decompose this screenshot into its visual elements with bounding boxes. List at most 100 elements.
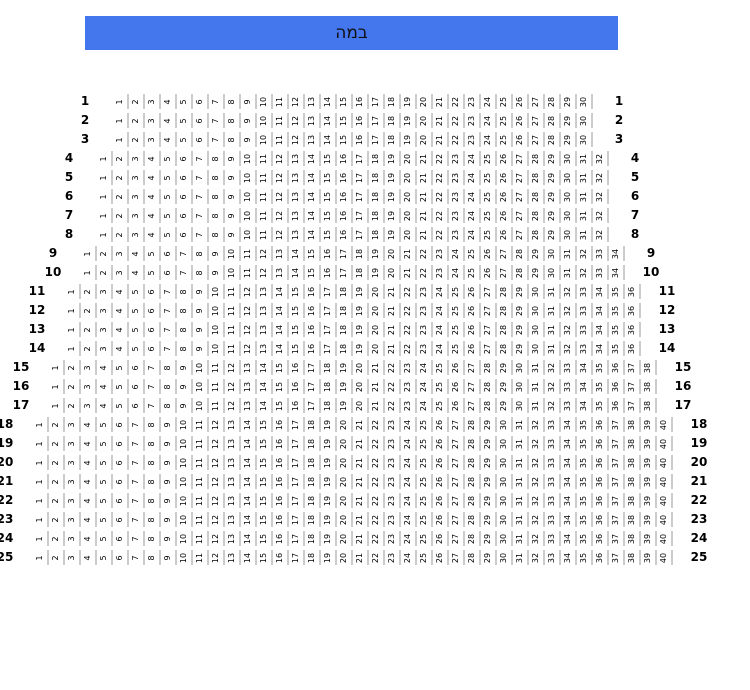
seat[interactable]: 20 [337,550,353,565]
seat[interactable]: 6 [113,493,129,508]
seat[interactable]: 8 [225,94,241,109]
seat[interactable]: 31 [561,246,577,261]
seat[interactable]: 16 [353,113,369,128]
seat[interactable]: 6 [113,417,129,432]
seat[interactable]: 22 [369,493,385,508]
seat[interactable]: 22 [369,531,385,546]
seat[interactable]: 35 [577,455,593,470]
seat[interactable]: 15 [289,303,305,318]
seat[interactable]: 34 [561,474,577,489]
seat[interactable]: 26 [433,417,449,432]
seat[interactable]: 31 [513,493,529,508]
seat[interactable]: 10 [241,189,257,204]
seat[interactable]: 27 [449,531,465,546]
seat[interactable]: 10 [225,246,241,261]
seat[interactable]: 22 [449,94,465,109]
seat[interactable]: 18 [337,322,353,337]
seat[interactable]: 5 [97,512,113,527]
seat[interactable]: 9 [161,436,177,451]
seat[interactable]: 26 [465,303,481,318]
seat[interactable]: 37 [609,531,625,546]
seat[interactable]: 6 [113,550,129,565]
seat[interactable]: 14 [273,341,289,356]
seat[interactable]: 33 [545,550,561,565]
seat[interactable]: 38 [625,436,641,451]
seat[interactable]: 28 [545,94,561,109]
seat[interactable]: 26 [497,151,513,166]
seat[interactable]: 30 [577,132,593,147]
seat[interactable]: 2 [97,265,113,280]
seat[interactable]: 6 [177,170,193,185]
seat[interactable]: 2 [113,170,129,185]
seat[interactable]: 31 [577,151,593,166]
seat[interactable]: 5 [97,455,113,470]
seat[interactable]: 13 [257,341,273,356]
seat[interactable]: 21 [401,246,417,261]
seat[interactable]: 14 [321,94,337,109]
seat[interactable]: 22 [433,170,449,185]
seat[interactable]: 20 [337,474,353,489]
seat[interactable]: 35 [577,550,593,565]
seat[interactable]: 7 [161,284,177,299]
seat[interactable]: 13 [225,436,241,451]
seat[interactable]: 31 [529,398,545,413]
seat[interactable]: 20 [353,398,369,413]
seat[interactable]: 10 [241,151,257,166]
seat[interactable]: 22 [385,360,401,375]
seat[interactable]: 5 [129,322,145,337]
seat[interactable]: 31 [545,303,561,318]
seat[interactable]: 11 [193,512,209,527]
seat[interactable]: 24 [401,531,417,546]
seat[interactable]: 24 [401,417,417,432]
seat[interactable]: 16 [273,455,289,470]
seat[interactable]: 20 [337,493,353,508]
seat[interactable]: 2 [49,531,65,546]
seat[interactable]: 14 [305,227,321,242]
seat[interactable]: 19 [401,94,417,109]
seat[interactable]: 1 [97,227,113,242]
seat[interactable]: 20 [369,303,385,318]
seat[interactable]: 20 [337,531,353,546]
seat[interactable]: 15 [257,512,273,527]
seat[interactable]: 9 [225,227,241,242]
seat[interactable]: 34 [561,455,577,470]
seat[interactable]: 12 [257,246,273,261]
seat[interactable]: 14 [241,531,257,546]
seat[interactable]: 33 [545,455,561,470]
seat[interactable]: 10 [209,284,225,299]
seat[interactable]: 36 [625,284,641,299]
seat[interactable]: 4 [161,113,177,128]
seat[interactable]: 12 [273,151,289,166]
seat[interactable]: 16 [289,398,305,413]
seat[interactable]: 18 [369,227,385,242]
seat[interactable]: 17 [353,170,369,185]
seat[interactable]: 8 [145,493,161,508]
seat[interactable]: 3 [81,398,97,413]
seat[interactable]: 22 [401,341,417,356]
seat[interactable]: 7 [209,132,225,147]
seat[interactable]: 1 [65,341,81,356]
seat[interactable]: 30 [529,284,545,299]
seat[interactable]: 9 [193,284,209,299]
seat[interactable]: 28 [545,113,561,128]
seat[interactable]: 5 [129,341,145,356]
seat[interactable]: 15 [289,284,305,299]
seat[interactable]: 11 [193,455,209,470]
seat[interactable]: 21 [417,151,433,166]
seat[interactable]: 33 [593,265,609,280]
seat[interactable]: 1 [97,170,113,185]
seat[interactable]: 14 [273,303,289,318]
seat[interactable]: 8 [177,303,193,318]
seat[interactable]: 31 [577,170,593,185]
seat[interactable]: 37 [609,436,625,451]
seat[interactable]: 25 [449,341,465,356]
seat[interactable]: 3 [65,531,81,546]
seat[interactable]: 21 [385,341,401,356]
seat[interactable]: 30 [561,151,577,166]
seat[interactable]: 34 [609,246,625,261]
seat[interactable]: 33 [545,474,561,489]
seat[interactable]: 23 [385,531,401,546]
seat[interactable]: 13 [241,379,257,394]
seat[interactable]: 36 [609,398,625,413]
seat[interactable]: 24 [465,189,481,204]
